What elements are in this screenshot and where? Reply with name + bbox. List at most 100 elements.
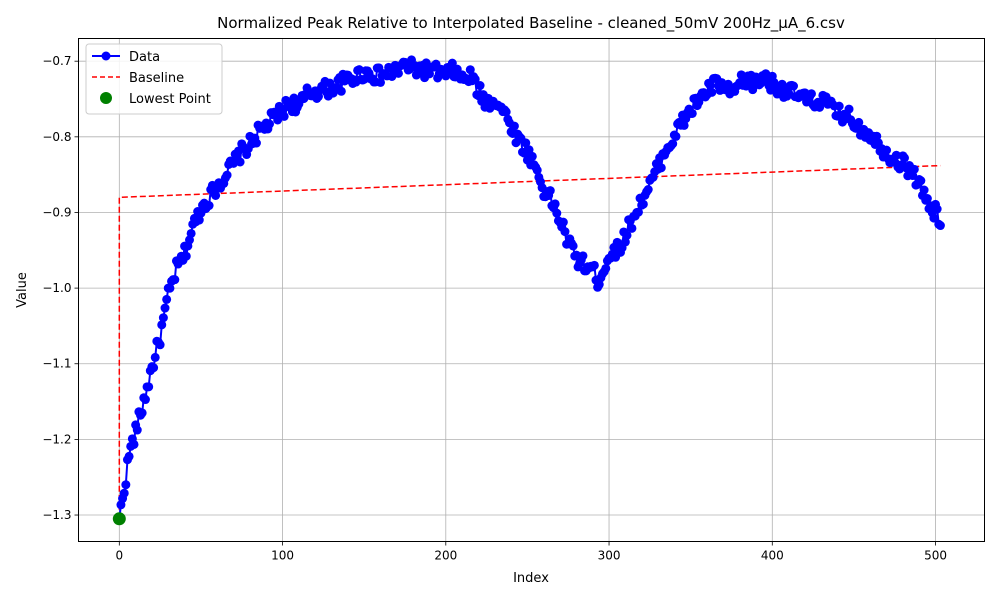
data-point xyxy=(170,275,180,285)
lowest-point-series xyxy=(112,512,126,526)
data-point xyxy=(705,80,715,90)
data-point xyxy=(359,74,369,84)
plot-frame xyxy=(78,38,985,542)
data-point xyxy=(235,157,245,167)
data-series xyxy=(114,55,945,524)
data-point xyxy=(393,68,403,78)
data-point xyxy=(157,320,167,330)
data-point xyxy=(194,215,204,225)
legend: Data Baseline Lowest Point xyxy=(85,43,223,115)
x-tick-label: 500 xyxy=(924,549,947,563)
data-point xyxy=(552,208,562,218)
data-point xyxy=(521,138,531,148)
data-point xyxy=(627,223,637,233)
y-tick-label: −1.3 xyxy=(42,508,71,522)
chart-title: Normalized Peak Relative to Interpolated… xyxy=(217,14,845,33)
data-point xyxy=(916,176,926,186)
legend-baseline-label: Baseline xyxy=(129,71,184,86)
data-point xyxy=(643,185,653,195)
data-point xyxy=(149,363,159,373)
x-tick-label: 400 xyxy=(761,549,784,563)
data-point xyxy=(806,89,816,99)
baseline-line xyxy=(118,164,941,519)
data-point xyxy=(622,230,632,240)
data-point xyxy=(336,86,346,96)
data-point xyxy=(325,78,335,88)
x-axis-ticks: 0 100 200 300 400 500 xyxy=(115,541,947,563)
legend-lowest-label: Lowest Point xyxy=(129,92,211,107)
data-point xyxy=(119,488,129,498)
data-point xyxy=(568,241,578,251)
y-tick-label: −1.1 xyxy=(42,357,71,371)
data-point xyxy=(150,352,160,362)
data-point xyxy=(668,139,678,149)
data-point xyxy=(181,251,191,261)
data-point xyxy=(900,153,910,163)
data-point xyxy=(589,260,599,270)
data-point xyxy=(501,107,511,117)
data-point xyxy=(137,408,147,418)
data-point xyxy=(687,108,697,118)
data-point xyxy=(656,163,666,173)
legend-data-marker xyxy=(101,51,111,61)
data-point xyxy=(279,111,289,121)
y-tick-label: −0.9 xyxy=(42,205,71,219)
data-point xyxy=(707,87,717,97)
data-point xyxy=(891,150,901,160)
data-point xyxy=(638,199,648,209)
legend-box xyxy=(85,43,223,115)
legend-lowest-marker xyxy=(100,92,112,104)
data-point xyxy=(211,190,221,200)
data-point xyxy=(919,185,929,195)
data-point xyxy=(545,186,555,196)
data-point xyxy=(129,439,139,449)
x-tick-label: 300 xyxy=(598,549,621,563)
data-point xyxy=(475,81,485,91)
data-point xyxy=(509,121,519,131)
data-point xyxy=(633,207,643,217)
data-point xyxy=(601,263,611,273)
data-point xyxy=(527,151,537,161)
data-point xyxy=(935,221,945,231)
y-tick-label: −0.8 xyxy=(42,130,71,144)
data-point xyxy=(789,81,799,91)
lowest-point-marker xyxy=(112,512,126,526)
data-point xyxy=(560,227,570,237)
data-point xyxy=(186,228,196,238)
data-point xyxy=(251,138,261,148)
data-point xyxy=(532,165,542,175)
x-axis-label: Index xyxy=(513,571,549,586)
data-point xyxy=(144,382,154,392)
x-tick-label: 200 xyxy=(434,549,457,563)
data-point xyxy=(671,131,681,141)
data-point xyxy=(929,213,939,223)
data-point xyxy=(124,451,134,461)
data-point xyxy=(447,58,457,68)
data-point xyxy=(222,170,232,180)
data-point xyxy=(882,145,892,155)
data-point xyxy=(922,194,932,204)
y-tick-label: −0.7 xyxy=(42,54,71,68)
data-point xyxy=(155,340,165,350)
data-point xyxy=(264,119,274,129)
y-tick-label: −1.2 xyxy=(42,432,71,446)
grid xyxy=(78,38,985,542)
data-point xyxy=(158,313,168,323)
data-point xyxy=(121,480,131,490)
data-point xyxy=(162,294,172,304)
data-point xyxy=(854,117,864,127)
data-point xyxy=(313,92,323,102)
data-point xyxy=(909,164,919,174)
data-point xyxy=(132,425,142,435)
y-tick-label: −1.0 xyxy=(42,281,71,295)
data-point xyxy=(558,217,568,227)
data-point xyxy=(578,251,588,261)
y-axis-ticks: −1.3 −1.2 −1.1 −1.0 −0.9 −0.8 −0.7 xyxy=(42,54,79,522)
data-point xyxy=(465,65,475,75)
legend-data-label: Data xyxy=(129,50,160,65)
baseline-series xyxy=(118,164,941,519)
data-point xyxy=(160,303,170,313)
x-tick-label: 0 xyxy=(115,549,123,563)
